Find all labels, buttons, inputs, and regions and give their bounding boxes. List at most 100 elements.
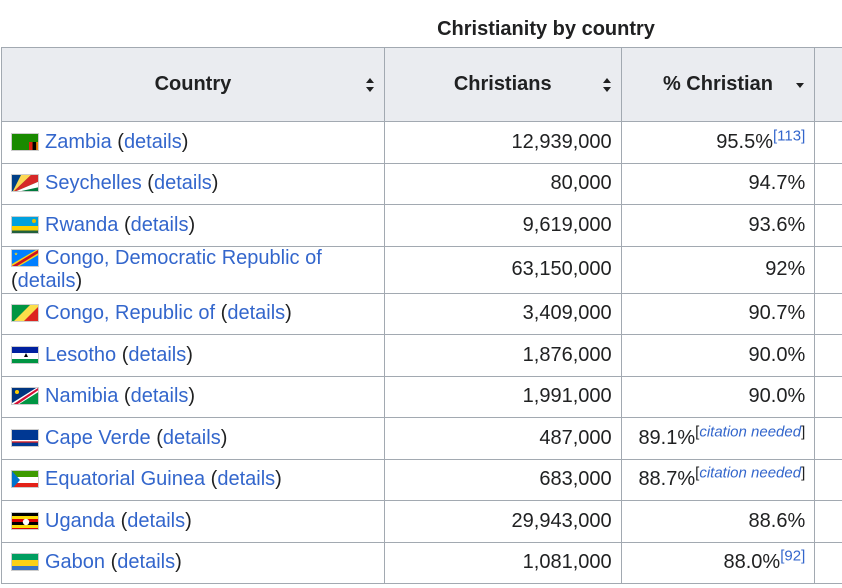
details-link[interactable]: details — [128, 343, 187, 366]
percent-cell: 95.5%[113] — [620, 121, 816, 164]
country-cell: Cape Verde (details) — [1, 417, 385, 460]
country-cell: Gabon (details) — [1, 541, 385, 584]
country-column-header[interactable]: Country — [1, 47, 385, 122]
christians-cell: 12,939,000 — [383, 121, 622, 164]
christians-cell: 683,000 — [383, 458, 622, 501]
extra-column-header — [814, 47, 842, 122]
christians-cell: 1,991,000 — [383, 375, 622, 418]
extra-cell — [814, 458, 842, 501]
details-link[interactable]: details — [127, 509, 186, 532]
percent-header-label: % Christian — [662, 73, 773, 95]
table-row: Equatorial Guinea (details) 683,000 88.7… — [1, 458, 842, 501]
country-link[interactable]: Congo, Republic of — [45, 302, 216, 325]
percent-value: 88.7% — [638, 468, 696, 491]
details-link[interactable]: details — [117, 551, 176, 574]
percent-value: 89.1% — [638, 426, 696, 449]
extra-cell — [814, 292, 842, 335]
country-cell: Congo, Republic of (details) — [1, 292, 385, 335]
country-link[interactable]: Uganda — [45, 509, 116, 532]
rwanda-flag-icon — [11, 215, 39, 234]
table-caption: Christianity by country — [437, 18, 655, 40]
percent-value: 90.0% — [748, 385, 806, 408]
christians-cell: 9,619,000 — [383, 204, 622, 247]
christians-cell: 1,876,000 — [383, 334, 622, 377]
christians-cell: 3,409,000 — [383, 292, 622, 335]
extra-cell — [814, 334, 842, 377]
percent-value: 94.7% — [748, 172, 806, 195]
country-header-label: Country — [154, 73, 232, 95]
percent-cell: 90.0% — [620, 334, 816, 377]
country-cell: Rwanda (details) — [1, 204, 385, 247]
extra-cell — [814, 204, 842, 247]
percent-cell: 88.6% — [620, 500, 816, 543]
drc-flag-icon — [11, 248, 39, 267]
table-row: Seychelles (details) 80,000 94.7% — [1, 162, 842, 205]
table-row: Lesotho (details) 1,876,000 90.0% — [1, 334, 842, 377]
country-cell: Congo, Democratic Republic of (details) — [1, 245, 385, 294]
citation-needed-link[interactable]: [citation needed] — [695, 423, 806, 441]
country-link[interactable]: Gabon — [45, 551, 106, 574]
table-row: Uganda (details) 29,943,000 88.6% — [1, 500, 842, 543]
percent-cell: 92% — [620, 245, 816, 294]
reference-link[interactable]: [92] — [780, 547, 806, 565]
details-link[interactable]: details — [130, 213, 189, 236]
namibia-flag-icon — [11, 387, 39, 406]
details-link[interactable]: details — [227, 302, 286, 325]
citation-needed-link[interactable]: [citation needed] — [695, 464, 806, 482]
christians-cell: 80,000 — [383, 162, 622, 205]
percent-cell: 93.6% — [620, 204, 816, 247]
country-link[interactable]: Equatorial Guinea — [45, 468, 206, 491]
sort-both-icon[interactable] — [365, 77, 374, 92]
zambia-flag-icon — [11, 132, 39, 151]
lesotho-flag-icon — [11, 345, 39, 364]
extra-cell — [814, 500, 842, 543]
details-link[interactable]: details — [217, 468, 276, 491]
sort-both-icon[interactable] — [602, 77, 611, 92]
percent-value: 92% — [765, 258, 806, 280]
table-row: Congo, Democratic Republic of (details) … — [1, 245, 842, 294]
sort-descending-icon[interactable] — [796, 78, 805, 92]
percent-column-header[interactable]: % Christian — [620, 47, 816, 122]
percent-cell: 90.0% — [620, 375, 816, 418]
details-link[interactable]: details — [153, 172, 212, 195]
christians-cell: 29,943,000 — [383, 500, 622, 543]
country-link[interactable]: Congo, Democratic Republic of — [45, 246, 322, 269]
extra-cell — [814, 245, 842, 294]
percent-value: 95.5% — [716, 130, 773, 153]
table-row: Congo, Republic of (details) 3,409,000 9… — [1, 292, 842, 335]
percent-cell: 94.7% — [620, 162, 816, 205]
table-row: Gabon (details) 1,081,000 88.0%[92] — [1, 541, 842, 584]
equatorial-guinea-flag-icon — [11, 470, 39, 489]
christians-column-header[interactable]: Christians — [383, 47, 622, 122]
christians-cell: 1,081,000 — [383, 541, 622, 584]
country-link[interactable]: Lesotho — [45, 343, 117, 366]
country-cell: Equatorial Guinea (details) — [1, 458, 385, 501]
seychelles-flag-icon — [11, 174, 39, 193]
country-link[interactable]: Seychelles — [45, 172, 142, 195]
extra-cell — [814, 162, 842, 205]
country-link[interactable]: Rwanda — [45, 213, 119, 236]
country-cell: Lesotho (details) — [1, 334, 385, 377]
details-link[interactable]: details — [123, 130, 182, 153]
country-cell: Namibia (details) — [1, 375, 385, 418]
christians-cell: 487,000 — [383, 417, 622, 460]
percent-value: 90.0% — [748, 343, 806, 366]
country-link[interactable]: Zambia — [45, 130, 112, 153]
country-link[interactable]: Cape Verde — [45, 426, 151, 449]
table-row: Namibia (details) 1,991,000 90.0% — [1, 375, 842, 418]
details-link[interactable]: details — [162, 426, 221, 449]
country-link[interactable]: Namibia — [45, 385, 119, 408]
extra-cell — [814, 417, 842, 460]
percent-value: 90.7% — [748, 302, 806, 325]
details-link[interactable]: details — [130, 385, 189, 408]
country-cell: Zambia (details) — [1, 121, 385, 164]
details-link[interactable]: details — [17, 269, 76, 292]
extra-cell — [814, 541, 842, 584]
percent-cell: 88.7%[citation needed] — [620, 458, 816, 501]
percent-value: 93.6% — [748, 213, 806, 236]
congo-flag-icon — [11, 304, 39, 323]
reference-link[interactable]: [113] — [773, 127, 806, 145]
percent-cell: 88.0%[92] — [620, 541, 816, 584]
table-row: Rwanda (details) 9,619,000 93.6% — [1, 204, 842, 247]
cape-verde-flag-icon — [11, 428, 39, 447]
